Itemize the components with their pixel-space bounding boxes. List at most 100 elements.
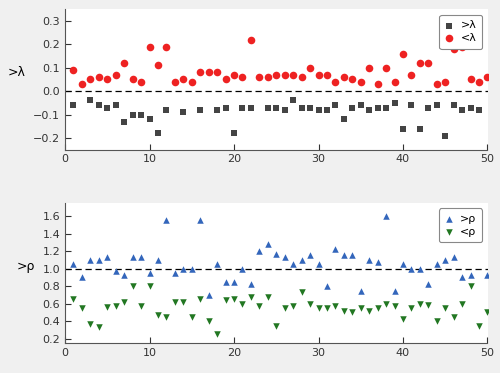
<ρ	[450, 314, 458, 320]
Y-axis label: >λ: >λ	[8, 66, 26, 79]
<λ	[120, 60, 128, 66]
>λ	[120, 119, 128, 125]
<λ	[213, 69, 221, 75]
>λ	[86, 97, 94, 103]
>ρ	[357, 288, 365, 294]
<ρ	[416, 301, 424, 307]
<ρ	[162, 314, 170, 320]
>λ	[154, 130, 162, 136]
>ρ	[382, 213, 390, 219]
<λ	[348, 76, 356, 82]
<ρ	[78, 305, 86, 311]
>ρ	[280, 254, 288, 260]
>ρ	[484, 272, 492, 278]
>λ	[348, 104, 356, 110]
<λ	[357, 79, 365, 85]
>λ	[365, 107, 373, 113]
<λ	[365, 65, 373, 71]
<ρ	[458, 301, 466, 307]
<λ	[314, 72, 322, 78]
<λ	[264, 74, 272, 80]
>ρ	[188, 266, 196, 272]
>ρ	[196, 217, 204, 223]
>ρ	[146, 270, 154, 276]
>λ	[280, 107, 288, 113]
<ρ	[441, 305, 449, 311]
>ρ	[424, 280, 432, 286]
>ρ	[247, 280, 255, 286]
<ρ	[137, 303, 145, 309]
<λ	[298, 74, 306, 80]
>ρ	[475, 217, 483, 223]
<ρ	[146, 283, 154, 289]
<λ	[154, 62, 162, 68]
<λ	[390, 79, 398, 85]
<ρ	[332, 303, 340, 309]
<λ	[340, 74, 348, 80]
>ρ	[466, 272, 474, 278]
<ρ	[86, 321, 94, 327]
>ρ	[458, 275, 466, 280]
>λ	[357, 102, 365, 108]
>ρ	[86, 257, 94, 263]
>ρ	[298, 257, 306, 263]
>ρ	[332, 247, 340, 253]
<λ	[204, 69, 212, 75]
>ρ	[128, 254, 136, 260]
>ρ	[399, 261, 407, 267]
>λ	[247, 104, 255, 110]
>ρ	[314, 261, 322, 267]
>λ	[390, 100, 398, 106]
>ρ	[171, 270, 179, 276]
<ρ	[433, 318, 441, 324]
>ρ	[162, 217, 170, 223]
<ρ	[128, 283, 136, 289]
<ρ	[484, 310, 492, 316]
<ρ	[264, 294, 272, 300]
>λ	[196, 107, 204, 113]
>ρ	[213, 261, 221, 267]
<ρ	[154, 312, 162, 318]
<ρ	[247, 294, 255, 300]
<λ	[280, 72, 288, 78]
>ρ	[180, 266, 188, 272]
<ρ	[348, 310, 356, 316]
<λ	[86, 76, 94, 82]
<λ	[441, 79, 449, 85]
<ρ	[365, 308, 373, 314]
>λ	[238, 104, 246, 110]
<λ	[222, 76, 230, 82]
>λ	[230, 130, 238, 136]
>ρ	[238, 266, 246, 272]
>ρ	[390, 288, 398, 294]
>λ	[289, 97, 297, 103]
<λ	[95, 74, 103, 80]
>λ	[306, 104, 314, 110]
>ρ	[120, 272, 128, 278]
<λ	[306, 65, 314, 71]
<ρ	[475, 323, 483, 329]
<λ	[162, 44, 170, 50]
>ρ	[256, 248, 264, 254]
>ρ	[408, 266, 416, 272]
<ρ	[213, 330, 221, 336]
>λ	[146, 116, 154, 122]
>ρ	[264, 241, 272, 247]
<λ	[475, 79, 483, 85]
>ρ	[441, 257, 449, 263]
>λ	[332, 102, 340, 108]
<ρ	[171, 299, 179, 305]
<ρ	[180, 299, 188, 305]
<ρ	[314, 305, 322, 311]
<λ	[256, 74, 264, 80]
<λ	[128, 76, 136, 82]
<ρ	[289, 303, 297, 309]
>ρ	[95, 257, 103, 263]
<λ	[408, 72, 416, 78]
<λ	[247, 37, 255, 43]
>λ	[272, 104, 280, 110]
>λ	[458, 107, 466, 113]
<λ	[196, 69, 204, 75]
<ρ	[95, 325, 103, 330]
>ρ	[204, 292, 212, 298]
